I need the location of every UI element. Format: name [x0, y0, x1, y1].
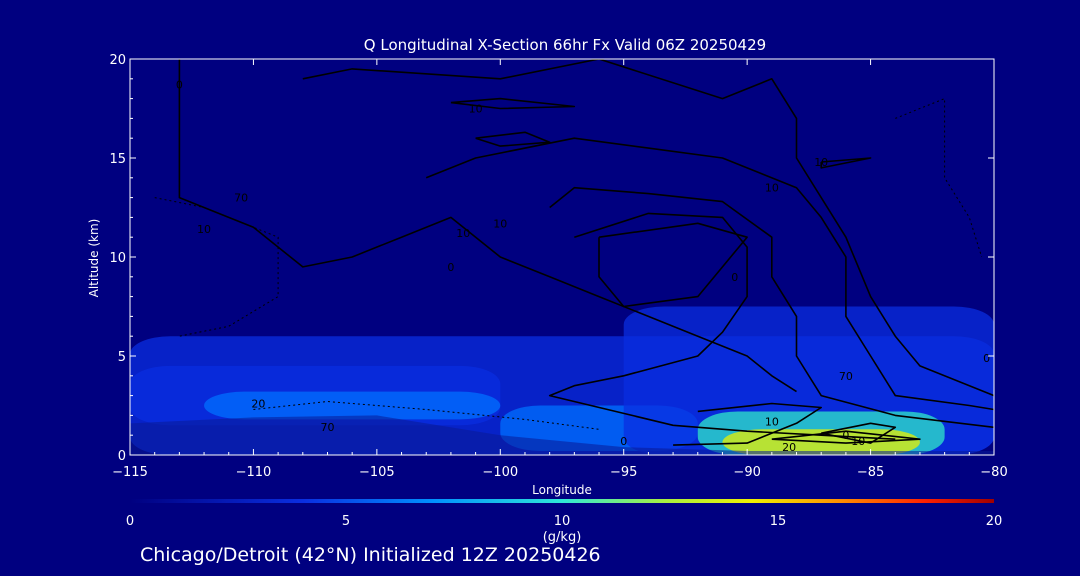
colorbar-ramp — [130, 499, 994, 503]
contour-value-label: 10 — [814, 156, 828, 169]
colorbar: 0 5 10 15 20 (g/kg) — [126, 499, 1002, 545]
contour-value-label: 70 — [234, 192, 248, 205]
contour-value-label: 10 — [851, 435, 865, 448]
contour-value-label: 10 — [456, 227, 470, 240]
colorbar-tick-label: 10 — [554, 514, 571, 529]
contour-value-label: 10 — [197, 223, 211, 236]
x-tick-label: −85 — [857, 465, 884, 480]
x-tick-label: −110 — [236, 465, 272, 480]
contour-value-label: 0 — [447, 261, 454, 274]
colorbar-unit-label: (g/kg) — [543, 530, 582, 545]
contour-value-label: 0 — [842, 429, 849, 442]
contour-value-label: 20 — [782, 441, 796, 454]
x-tick-label: −80 — [980, 465, 1007, 480]
contour-value-label: 10 — [469, 102, 483, 115]
contour-line — [549, 186, 994, 429]
chart-title: Q Longitudinal X-Section 66hr Fx Valid 0… — [364, 36, 766, 54]
contour-value-label: 10 — [765, 182, 779, 195]
x-tick-label: −115 — [112, 465, 148, 480]
y-tick-label: 5 — [118, 350, 126, 365]
contour-line-dashed — [895, 97, 983, 258]
x-axis: −115 −110 −105 −100 −95 −90 −85 −80 — [112, 59, 1008, 480]
contour-value-label: 0 — [731, 271, 738, 284]
x-tick-label: −95 — [610, 465, 637, 480]
contour-line — [548, 212, 896, 440]
contour-line-dashed — [154, 197, 279, 337]
contour-value-label: 0 — [176, 79, 183, 92]
contour-value-label: 20 — [251, 397, 265, 410]
contour-value-label: 10 — [493, 217, 507, 230]
x-axis-label: Longitude — [532, 483, 592, 497]
y-tick-label: 20 — [109, 53, 126, 68]
contour-line — [475, 131, 551, 147]
contour-line — [821, 422, 897, 444]
colorbar-tick-label: 20 — [986, 514, 1003, 529]
contour-value-label: 0 — [995, 227, 1002, 240]
x-tick-label: −105 — [359, 465, 395, 480]
contour-value-label: 70 — [320, 421, 334, 434]
contour-line — [598, 222, 748, 308]
humidity-region — [204, 391, 501, 420]
terrain-profile — [130, 415, 994, 455]
contour-line — [820, 157, 872, 169]
y-tick-label: 10 — [109, 251, 126, 266]
x-tick-label: −100 — [482, 465, 518, 480]
contour-line — [673, 402, 822, 446]
contour-value-label: 70 — [839, 370, 853, 383]
contour-value-label: 0 — [983, 352, 990, 365]
y-axis: 0 5 10 15 20 — [109, 53, 994, 464]
colorbar-tick-label: 0 — [126, 514, 134, 529]
y-axis-label: Altitude (km) — [87, 219, 101, 298]
contour-line — [425, 137, 994, 411]
contour-value-label: 0 — [620, 435, 627, 448]
colorbar-tick-label: 5 — [342, 514, 350, 529]
contour-line — [450, 97, 576, 110]
y-tick-label: 15 — [109, 152, 126, 167]
contour-line — [302, 59, 994, 397]
y-tick-label: 0 — [118, 449, 126, 464]
contour-lines — [154, 59, 994, 446]
x-tick-label: −90 — [733, 465, 760, 480]
footer-caption: Chicago/Detroit (42°N) Initialized 12Z 2… — [140, 544, 601, 566]
colorbar-tick-label: 15 — [770, 514, 787, 529]
contour-value-label: 10 — [765, 415, 779, 428]
colorbar-ticks: 0 5 10 15 20 — [126, 514, 1002, 529]
